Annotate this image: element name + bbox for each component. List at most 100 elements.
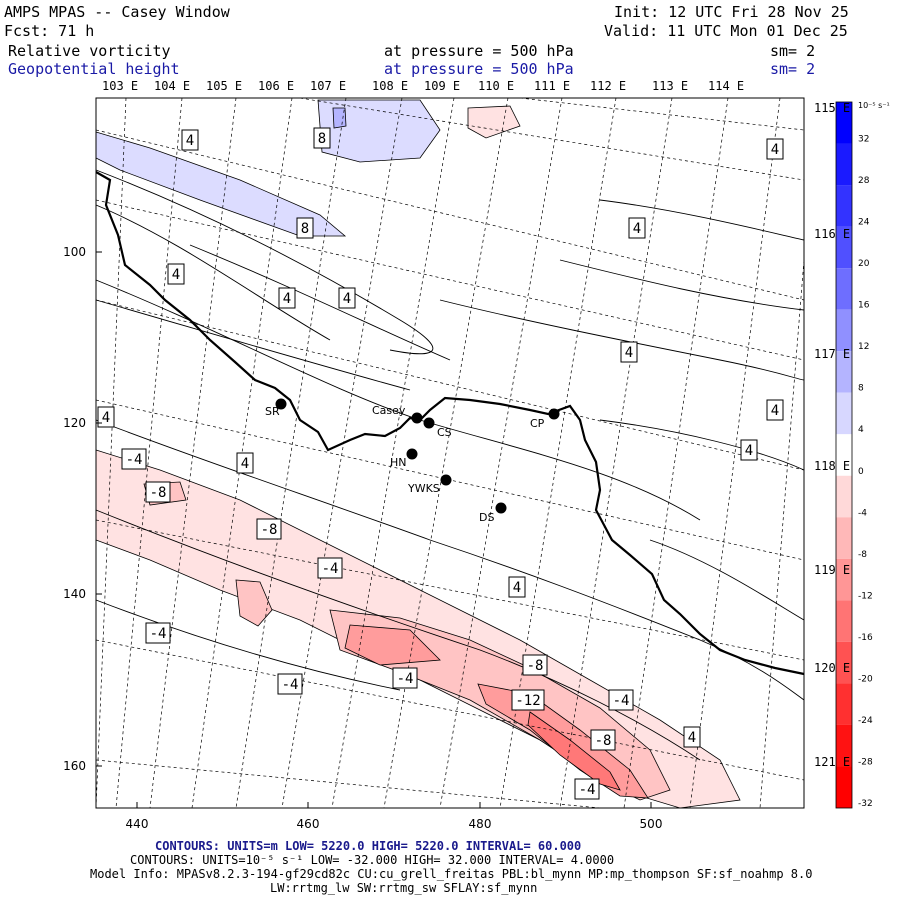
station-dot <box>423 417 435 429</box>
colorbar-label: 12 <box>858 342 869 352</box>
station-label: YWKS <box>407 482 440 495</box>
contour-value-label: -4 <box>145 622 171 644</box>
contour-value-label: 4 <box>181 129 199 151</box>
model-window-title: AMPS MPAS -- Casey Window <box>4 3 230 21</box>
svg-text:-4: -4 <box>150 626 167 642</box>
longitude-label-right: 121 E <box>814 755 851 769</box>
colorbar-swatch <box>836 392 852 435</box>
longitude-label-right: 116 E <box>814 227 851 241</box>
contour-value-label: 4 <box>628 217 646 239</box>
contour-value-label: -8 <box>256 518 282 540</box>
colorbar-swatch <box>836 517 852 559</box>
colorbar-label: -16 <box>858 633 873 643</box>
svg-text:-8: -8 <box>150 485 167 501</box>
colorbar-swatch <box>836 351 852 393</box>
station-label: SR <box>265 405 280 418</box>
svg-text:4: 4 <box>283 291 291 307</box>
colorbar: 32 28 24 20 16 12 8 4 0 -4 -8 -12 -16 -20 -24 -28 -32 10⁻… <box>835 101 890 809</box>
negative-vorticity-blob <box>235 579 273 627</box>
colorbar-label: -24 <box>858 716 873 726</box>
svg-text:4: 4 <box>172 267 180 283</box>
init-time: Init: 12 UTC Fri 28 Nov 25 <box>614 3 849 21</box>
forecast-hour: Fcst: 71 h <box>4 22 95 40</box>
contour-value-label: 4 <box>97 406 115 428</box>
contour-value-label: 4 <box>620 341 638 363</box>
longitude-label-top: 114 E <box>708 79 745 93</box>
svg-text:8: 8 <box>318 131 326 147</box>
x-tick-label: 460 <box>297 817 320 831</box>
station-label: HN <box>390 456 407 469</box>
colorbar-label: -12 <box>858 591 873 601</box>
contour-value-label: -4 <box>608 689 634 711</box>
x-tick-label: 440 <box>126 817 149 831</box>
colorbar-label: 24 <box>858 218 870 228</box>
positive-vorticity-core <box>332 107 347 129</box>
contours-vorticity-info: CONTOURS: UNITS=10⁻⁵ s⁻¹ LOW= -32.000 HI… <box>130 853 615 867</box>
colorbar-swatch <box>836 724 852 767</box>
svg-text:-8: -8 <box>527 658 544 674</box>
colorbar-label: 28 <box>858 176 870 186</box>
svg-text:-8: -8 <box>261 522 278 538</box>
svg-text:-4: -4 <box>322 561 339 577</box>
longitude-label-right: 117 E <box>814 347 851 361</box>
colorbar-label: 32 <box>858 135 869 145</box>
axis-ticks: 440 460 480 500 100 120 140 160 <box>63 245 662 831</box>
contour-value-label: 4 <box>508 576 526 598</box>
svg-text:4: 4 <box>513 580 521 596</box>
station-dot <box>495 502 507 514</box>
contour-value-label: 4 <box>766 399 784 421</box>
contour-value-label: 4 <box>740 439 758 461</box>
contour-value-label: 4 <box>683 726 701 748</box>
contour-value-label: 4 <box>338 287 356 309</box>
contour-value-label: 4 <box>236 452 254 474</box>
svg-text:8: 8 <box>301 221 309 237</box>
contour-value-label: 8 <box>313 127 331 149</box>
longitude-label-top: 112 E <box>590 79 627 93</box>
field1-name: Relative vorticity <box>8 42 171 60</box>
field1-smoothing: sm= 2 <box>770 42 816 60</box>
colorbar-label: 4 <box>858 425 864 435</box>
field2-smoothing: sm= 2 <box>770 60 816 78</box>
svg-text:4: 4 <box>771 142 779 158</box>
station-dot <box>411 412 423 424</box>
field2-name: Geopotential height <box>8 60 180 78</box>
contour-value-label: -8 <box>145 481 171 503</box>
y-tick-label: 140 <box>63 587 86 601</box>
contour-value-label: -4 <box>574 778 600 800</box>
longitude-label-top: 110 E <box>478 79 515 93</box>
station-dot <box>406 448 418 460</box>
station-label: DS <box>479 511 494 524</box>
svg-text:4: 4 <box>186 133 194 149</box>
colorbar-units: 10⁻⁵ s⁻¹ <box>858 101 890 110</box>
colorbar-swatch <box>836 226 852 269</box>
svg-text:4: 4 <box>771 403 779 419</box>
contour-value-label: -4 <box>317 557 343 579</box>
svg-text:4: 4 <box>633 221 641 237</box>
colorbar-swatch <box>836 434 852 476</box>
negative-vorticity-core <box>344 624 441 666</box>
longitude-label-right: 115 E <box>814 101 851 115</box>
longitude-label-top: 104 E <box>154 79 191 93</box>
x-tick-label: 480 <box>469 817 492 831</box>
colorbar-label: 0 <box>858 467 864 477</box>
longitude-label-top: 105 E <box>206 79 243 93</box>
svg-text:4: 4 <box>343 291 351 307</box>
colorbar-swatch <box>836 268 852 310</box>
coastline <box>95 171 805 676</box>
colorbar-swatch <box>836 683 852 725</box>
longitude-label-top: 103 E <box>102 79 139 93</box>
longitude-label-top: 108 E <box>372 79 409 93</box>
svg-text:-4: -4 <box>282 677 299 693</box>
positive-vorticity-band <box>95 131 347 237</box>
colorbar-swatch <box>836 600 852 642</box>
contour-value-label: 4 <box>278 287 296 309</box>
colorbar-swatch <box>836 641 852 684</box>
station-dot <box>440 474 452 486</box>
longitude-label-top: 109 E <box>424 79 461 93</box>
station-label: Casey <box>372 404 406 417</box>
contour-value-label: 4 <box>766 138 784 160</box>
svg-text:4: 4 <box>241 456 249 472</box>
contour-value-label: -12 <box>511 689 545 711</box>
